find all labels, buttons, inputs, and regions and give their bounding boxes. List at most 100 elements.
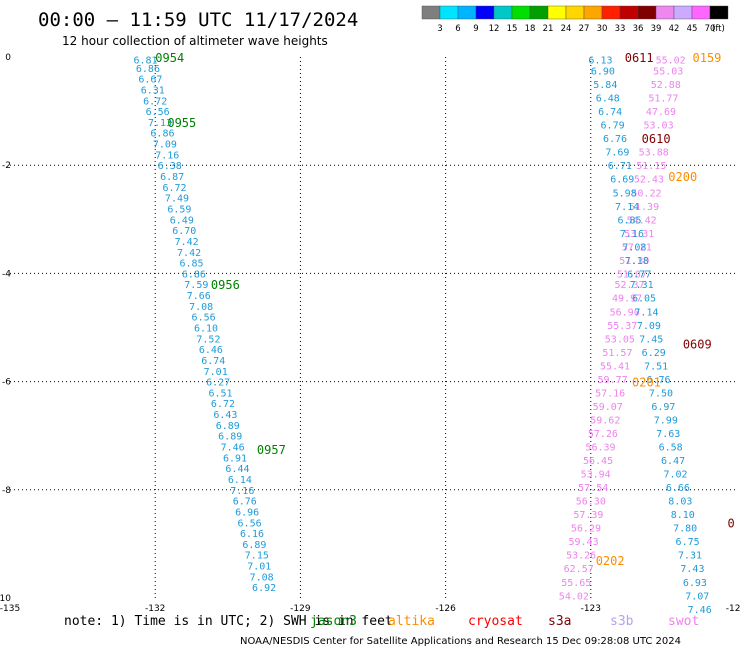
wave-height-label: 56.90 — [610, 307, 640, 318]
wave-height-label: 7.09 — [153, 140, 177, 151]
wave-height-label: 6.59 — [167, 204, 191, 215]
x-tick-label: -132 — [145, 604, 165, 614]
wave-height-label: 7.13 — [148, 118, 172, 129]
wave-height-label: 6.89 — [218, 432, 242, 443]
wave-height-label: 59.62 — [590, 415, 620, 426]
colorbar-label: 12 — [489, 24, 500, 34]
wave-height-label: 6.10 — [194, 324, 218, 335]
colorbar-swatch — [583, 5, 603, 20]
series-jason3: 6.816.866.676.316.726.567.136.867.097.16… — [133, 51, 285, 594]
satellite-legend: jason3 altika cryosat s3a s3b swot — [310, 614, 699, 629]
wave-height-label: 7.46 — [221, 443, 245, 454]
wave-height-label: 6.66 — [666, 483, 690, 494]
wave-height-label: 5.98 — [613, 188, 637, 199]
colorbar-label: 6 — [455, 24, 460, 34]
chart-title: 00:00 – 11:59 UTC 11/17/2024 — [38, 9, 358, 31]
wave-height-label: 7.42 — [177, 248, 201, 259]
wave-height-label: 56.30 — [576, 497, 606, 508]
wave-height-label: 6.51 — [208, 388, 232, 399]
wave-height-label: 6.86 — [136, 64, 160, 75]
colorbar-label: 3 — [437, 24, 442, 34]
wave-height-label: 55.65 — [561, 578, 591, 589]
wave-height-label: 7.15 — [245, 551, 269, 562]
colorbar-label: 27 — [579, 24, 590, 34]
colorbar-label: 70 — [705, 24, 716, 34]
chart-subtitle: 12 hour collection of altimeter wave hei… — [62, 34, 328, 48]
time-label: 0159 — [693, 51, 722, 65]
wave-height-label: 6.31 — [141, 85, 165, 96]
time-label: 0202 — [596, 554, 625, 568]
wave-height-label: 50.22 — [631, 188, 661, 199]
wave-height-label: 6.49 — [170, 215, 194, 226]
colorbar-swatch — [511, 5, 531, 20]
y-tick-label: -6 — [2, 378, 11, 388]
wave-height-label: 59.77 — [598, 375, 628, 386]
wave-height-label: 7.63 — [656, 429, 680, 440]
wave-height-label: 6.72 — [163, 183, 187, 194]
wave-height-label: 7.66 — [187, 291, 211, 302]
wave-height-label: 6.29 — [642, 348, 666, 359]
wave-height-label: 57.54 — [578, 483, 608, 494]
wave-height-label: 6.76 — [233, 497, 257, 508]
wave-height-label: 55.41 — [600, 361, 630, 372]
data-marks: 6.816.866.676.316.726.567.136.867.097.16… — [133, 51, 734, 616]
series-s3b: 6.136.90 5.84 6.48 6.74 6.79 6.76 7.69 6.71 6.69… — [588, 51, 734, 616]
colorbar-swatch — [547, 5, 567, 20]
wave-height-label: 6.86 — [150, 129, 174, 140]
wave-height-label: 7.46 — [688, 605, 712, 616]
wave-height-label: 53.05 — [605, 334, 635, 345]
colorbar-swatch — [601, 5, 621, 20]
wave-height-label: 6.38 — [158, 161, 182, 172]
wave-height-label: 7.49 — [165, 194, 189, 205]
wave-height-label: 6.72 — [143, 96, 167, 107]
y-tick-label: -8 — [2, 486, 11, 496]
wave-height-label: 6.74 — [201, 356, 225, 367]
wave-height-label: 6.56 — [238, 518, 262, 529]
wave-height-label: 51.77 — [648, 94, 678, 105]
legend-entry: jason3 — [310, 614, 357, 629]
wave-height-label: 7.14 — [615, 202, 639, 213]
wave-height-label: 8.03 — [668, 497, 692, 508]
x-tick-label: -123 — [581, 604, 601, 614]
wave-height-label: 54.02 — [559, 591, 589, 602]
wave-height-label: 7.31 — [678, 551, 702, 562]
y-tick-label: -2 — [2, 161, 11, 171]
colorbar-label: 15 — [507, 24, 518, 34]
wave-height-label: 7.01 — [204, 367, 228, 378]
wave-height-label: 6.81 — [133, 56, 157, 67]
colorbar-swatch — [439, 5, 459, 20]
wave-height-label: 62.57 — [564, 564, 594, 575]
wave-height-label: 57.16 — [595, 388, 625, 399]
wave-height-label: 7.01 — [247, 562, 271, 573]
colorbar-swatch — [565, 5, 585, 20]
wave-height-label: 6.74 — [598, 107, 622, 118]
colorbar-swatch — [493, 5, 513, 20]
wave-height-label: 6.92 — [252, 583, 276, 594]
time-label: 0957 — [257, 443, 286, 457]
legend-entry: swot — [668, 614, 699, 629]
wave-height-label: 55.03 — [653, 67, 683, 78]
colorbar-label: 45 — [687, 24, 698, 34]
x-tick-label: -135 — [0, 604, 20, 614]
wave-height-label: 6.93 — [683, 578, 707, 589]
wave-height-label: 8.10 — [671, 510, 695, 521]
wave-height-label: 7.51 — [644, 361, 668, 372]
wave-height-label: 7.99 — [654, 415, 678, 426]
wave-height-label: 57.26 — [588, 429, 618, 440]
wave-height-label: 6.48 — [596, 94, 620, 105]
legend-entry: s3b — [610, 614, 634, 629]
wave-height-label: 7.16 — [620, 229, 644, 240]
colorbar-label: 18 — [525, 24, 536, 34]
grid — [10, 57, 736, 598]
wave-height-label: 6.67 — [138, 75, 162, 86]
colorbar-label: 24 — [561, 24, 572, 34]
colorbar-label: 30 — [597, 24, 608, 34]
wave-height-label: 7.08 — [622, 242, 646, 253]
wave-height-label: 7.42 — [175, 237, 199, 248]
wave-height-label: 7.50 — [649, 388, 673, 399]
wave-height-label: 5.84 — [593, 80, 617, 91]
time-label: 0200 — [668, 170, 697, 184]
wave-height-label: 6.96 — [235, 507, 259, 518]
legend-entry: cryosat — [468, 614, 523, 629]
